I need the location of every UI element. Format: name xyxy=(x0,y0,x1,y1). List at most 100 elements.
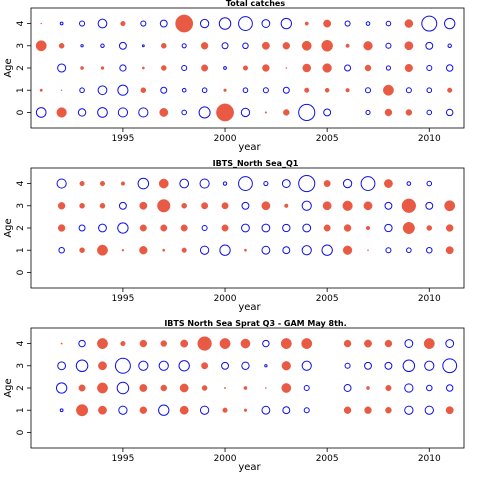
x-tick-label: 2005 xyxy=(316,134,339,144)
residual-bubble-positive xyxy=(80,66,84,70)
residual-bubble-negative xyxy=(35,107,47,118)
residual-bubble-positive xyxy=(179,405,189,415)
y-tick-label: 4 xyxy=(16,20,26,26)
residual-bubble-negative xyxy=(424,405,434,415)
panel-total-catches: Total catches 1995 2000 2005 2010 0 1 2 3 4 year Ag… xyxy=(3,0,465,153)
residual-bubble-positive xyxy=(281,383,292,393)
residual-bubble-positive xyxy=(243,408,248,412)
residual-bubble-positive xyxy=(446,224,454,232)
residual-bubble-negative xyxy=(424,360,435,371)
y-tick-label: 0 xyxy=(16,269,26,275)
residual-bubble-negative xyxy=(117,84,129,96)
residual-bubble-positive xyxy=(221,202,229,210)
residual-bubble-negative xyxy=(97,85,108,96)
residual-bubble-negative xyxy=(343,384,352,392)
residual-bubble-positive xyxy=(281,361,291,371)
residual-bubble-positive xyxy=(99,202,106,209)
residual-bubble-positive xyxy=(404,41,414,51)
residual-bubble-negative xyxy=(404,383,414,393)
residual-bubble-positive xyxy=(402,222,415,234)
residual-bubble-positive xyxy=(261,41,270,50)
residual-bubble-positive xyxy=(242,65,249,71)
residual-bubble-positive xyxy=(384,339,393,348)
residual-bubble-positive xyxy=(160,384,167,392)
x-tick-label: 2000 xyxy=(214,294,237,304)
residual-bubble-positive xyxy=(97,338,108,349)
x-tick-label: 1995 xyxy=(111,134,134,144)
residual-bubble-positive xyxy=(56,107,67,118)
residual-bubble-negative xyxy=(119,64,127,72)
residual-bubble-positive xyxy=(343,406,352,414)
residual-bubble-negative xyxy=(262,87,269,94)
residual-bubble-positive xyxy=(262,64,270,72)
residual-bubble-negative xyxy=(264,364,268,368)
residual-bubble-positive xyxy=(323,180,331,188)
residual-bubble-positive xyxy=(365,225,371,231)
residual-bubble-negative xyxy=(199,405,210,415)
y-tick-label: 1 xyxy=(16,87,26,93)
x-tick-label: 1995 xyxy=(111,294,134,304)
residual-bubble-negative xyxy=(140,20,147,27)
residual-bubble-negative xyxy=(75,359,89,373)
residual-bubble-positive xyxy=(222,407,228,413)
x-tick-label: 2000 xyxy=(214,134,237,144)
residual-bubble-positive xyxy=(364,64,372,72)
residual-bubble-negative xyxy=(261,19,271,28)
residual-bubble-negative xyxy=(384,223,393,233)
residual-bubble-negative xyxy=(298,103,316,121)
residual-bubble-positive xyxy=(364,406,372,414)
residual-bubble-positive xyxy=(201,385,208,391)
residual-bubble-positive xyxy=(158,178,169,189)
residual-bubble-negative xyxy=(199,245,210,255)
residual-bubble-negative xyxy=(303,407,310,414)
residual-bubble-negative xyxy=(241,361,250,370)
residual-bubble-negative xyxy=(100,43,105,49)
residual-bubble-negative xyxy=(78,339,86,348)
residual-bubble-negative xyxy=(404,405,414,415)
residual-bubble-positive xyxy=(58,42,65,49)
residual-bubble-negative xyxy=(181,87,187,93)
residual-bubble-positive xyxy=(423,338,435,349)
residual-bubble-positive xyxy=(385,406,392,414)
residual-bubble-negative xyxy=(223,66,227,70)
residual-bubble-negative xyxy=(425,201,434,210)
residual-bubble-negative xyxy=(364,361,372,370)
residual-bubble-negative xyxy=(321,244,333,256)
residual-bubble-positive xyxy=(141,66,145,70)
residual-bubble-positive xyxy=(445,406,454,415)
residual-bubble-negative xyxy=(444,17,456,30)
y-axis-label: Age xyxy=(3,58,14,77)
residual-bubble-positive xyxy=(219,338,231,349)
residual-bubble-positive xyxy=(223,88,227,92)
chart-title: Total catches xyxy=(226,0,285,8)
panel-ibts-q3: IBTS North Sea Sprat Q3 - GAM May 8th. 19… xyxy=(3,319,465,473)
residual-bubble-negative xyxy=(282,86,290,94)
residual-bubble-negative xyxy=(426,384,433,392)
residual-bubble-negative xyxy=(342,178,353,189)
residual-bubble-negative xyxy=(158,360,169,371)
y-axis-label: Age xyxy=(3,218,14,237)
y-tick-label: 4 xyxy=(16,180,26,186)
y-tick-label: 3 xyxy=(16,203,26,209)
residual-bubble-negative xyxy=(137,177,150,190)
residual-bubble-positive xyxy=(342,200,353,211)
residual-bubble-negative xyxy=(221,42,229,50)
residual-bubble-negative xyxy=(181,64,188,72)
chart-title: IBTS North Sea Sprat Q3 - GAM May 8th. xyxy=(164,319,346,328)
x-tick-label: 2005 xyxy=(316,294,339,304)
residual-bubble-positive xyxy=(139,224,147,232)
residual-bubble-positive xyxy=(139,406,148,414)
residual-bubble-positive xyxy=(280,338,292,349)
residual-bubble-positive xyxy=(57,202,66,210)
y-tick-label: 2 xyxy=(16,225,26,231)
residual-bubble-negative xyxy=(198,106,211,119)
residual-bubble-negative xyxy=(181,43,187,49)
residual-bubble-negative xyxy=(242,87,249,94)
residual-bubble-negative xyxy=(179,178,190,189)
residual-bubble-negative xyxy=(77,108,87,117)
residual-bubble-positive xyxy=(140,87,147,94)
residual-bubble-positive xyxy=(264,111,267,114)
residual-bubble-positive xyxy=(302,63,312,73)
residual-bubble-positive xyxy=(285,67,288,69)
residual-bubble-negative xyxy=(301,360,312,371)
